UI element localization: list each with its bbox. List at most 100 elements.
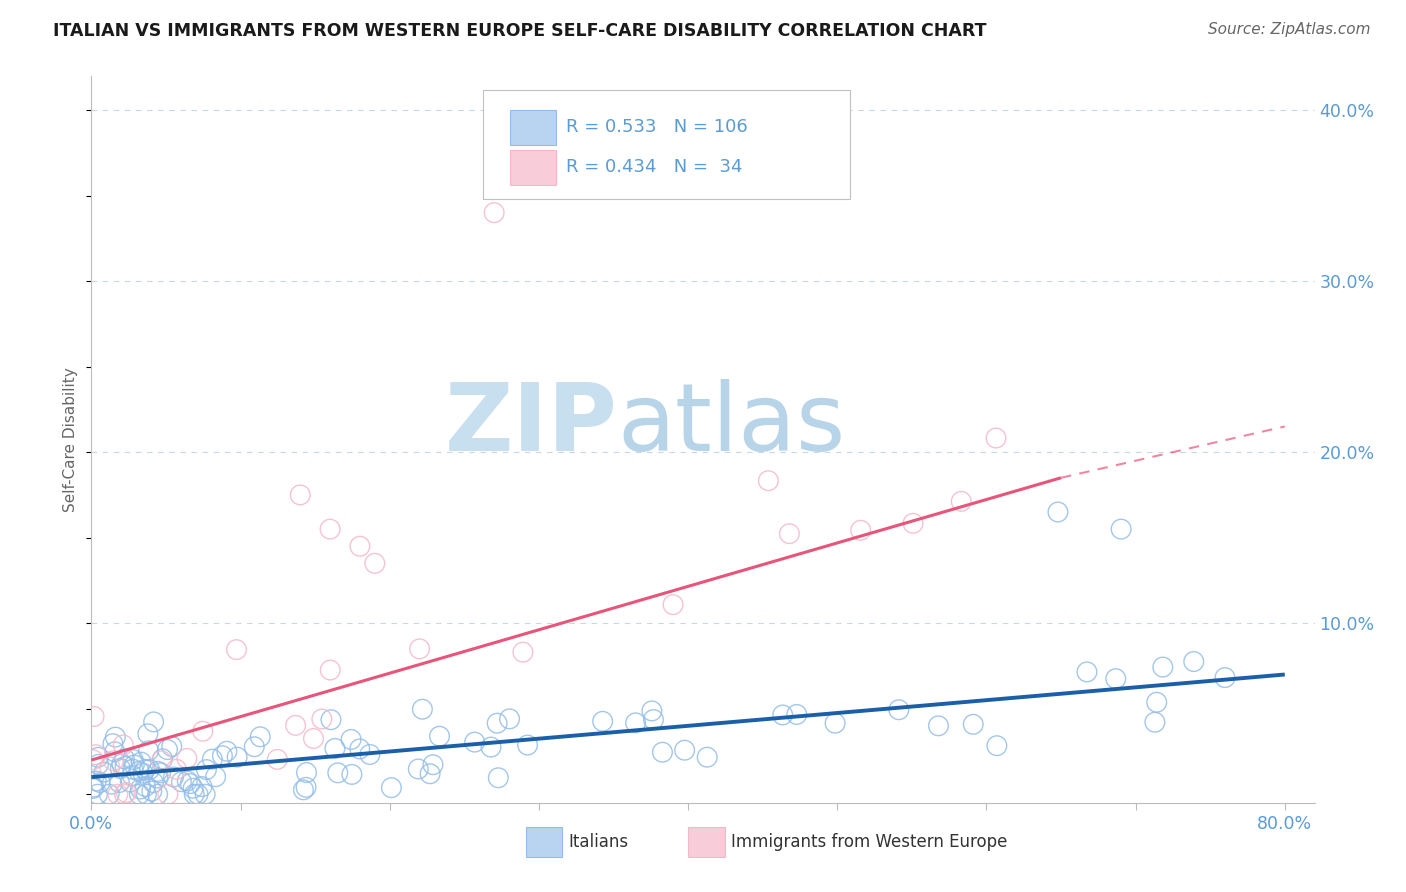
Point	[1076, 665, 1098, 679]
Point	[673, 743, 696, 757]
Point	[204, 770, 226, 784]
Point	[129, 755, 152, 769]
Point	[756, 474, 779, 488]
Point	[114, 759, 136, 773]
Point	[643, 713, 665, 727]
Point	[512, 645, 534, 659]
Point	[984, 431, 1007, 445]
Point	[156, 787, 179, 801]
Point	[319, 663, 342, 677]
Point	[181, 781, 204, 796]
Point	[349, 742, 371, 756]
Point	[786, 707, 808, 722]
Y-axis label: Self-Care Disability: Self-Care Disability	[63, 367, 79, 512]
Point	[93, 765, 115, 780]
Point	[114, 752, 136, 766]
Point	[146, 771, 169, 785]
Point	[696, 750, 718, 764]
Point	[772, 708, 794, 723]
Point	[170, 774, 193, 789]
Point	[142, 775, 165, 789]
Point	[191, 780, 214, 794]
Point	[149, 765, 172, 780]
Point	[1105, 672, 1128, 686]
Point	[340, 732, 363, 747]
Point	[349, 539, 371, 553]
Point	[927, 719, 949, 733]
Point	[778, 526, 800, 541]
Point	[141, 784, 163, 798]
Text: ITALIAN VS IMMIGRANTS FROM WESTERN EUROPE SELF-CARE DISABILITY CORRELATION CHART: ITALIAN VS IMMIGRANTS FROM WESTERN EUROP…	[53, 22, 987, 40]
Point	[1146, 695, 1168, 709]
Point	[132, 766, 155, 780]
Point	[150, 754, 173, 768]
Text: Immigrants from Western Europe: Immigrants from Western Europe	[731, 833, 1008, 851]
Point	[104, 745, 127, 759]
Point	[108, 775, 131, 789]
Point	[128, 787, 150, 801]
Point	[243, 739, 266, 754]
Point	[110, 762, 132, 776]
Point	[419, 766, 441, 780]
Point	[82, 753, 104, 767]
Point	[1213, 671, 1236, 685]
Point	[824, 716, 846, 731]
Point	[592, 714, 614, 729]
Point	[122, 753, 145, 767]
Point	[124, 758, 146, 772]
Point	[84, 747, 107, 762]
Point	[101, 777, 124, 791]
Point	[114, 787, 136, 801]
Point	[311, 712, 333, 726]
Point	[134, 780, 156, 794]
Point	[380, 780, 402, 795]
Point	[482, 205, 505, 219]
Point	[146, 787, 169, 801]
Point	[160, 739, 183, 754]
Point	[641, 704, 664, 718]
Point	[215, 744, 238, 758]
Point	[408, 641, 430, 656]
Point	[138, 744, 160, 758]
Point	[479, 740, 502, 755]
Point	[326, 765, 349, 780]
Point	[87, 757, 110, 772]
Point	[128, 764, 150, 779]
Text: R = 0.533   N = 106: R = 0.533 N = 106	[567, 119, 748, 136]
Point	[82, 781, 104, 796]
Point	[146, 764, 169, 779]
Point	[651, 745, 673, 759]
Point	[1152, 660, 1174, 674]
Point	[290, 488, 312, 502]
Point	[266, 752, 288, 766]
Point	[115, 785, 138, 799]
Point	[302, 731, 325, 746]
Point	[226, 750, 249, 764]
Point	[138, 763, 160, 777]
Point	[98, 787, 121, 801]
Point	[121, 768, 143, 782]
Point	[429, 729, 451, 743]
Point	[165, 762, 187, 776]
FancyBboxPatch shape	[526, 827, 562, 857]
Text: R = 0.434   N =  34: R = 0.434 N = 34	[567, 159, 742, 177]
Point	[84, 774, 107, 789]
Point	[411, 702, 433, 716]
Point	[135, 787, 157, 801]
Point	[142, 714, 165, 729]
Point	[87, 750, 110, 764]
Point	[156, 742, 179, 756]
Point	[901, 516, 924, 531]
Point	[284, 718, 307, 732]
Point	[136, 727, 159, 741]
Point	[422, 757, 444, 772]
Point	[111, 756, 134, 771]
Point	[134, 762, 156, 776]
Point	[986, 739, 1008, 753]
Point	[624, 715, 647, 730]
Point	[962, 717, 984, 731]
Text: ZIP: ZIP	[444, 379, 617, 471]
Point	[187, 787, 209, 801]
FancyBboxPatch shape	[482, 90, 849, 200]
Point	[107, 787, 129, 801]
